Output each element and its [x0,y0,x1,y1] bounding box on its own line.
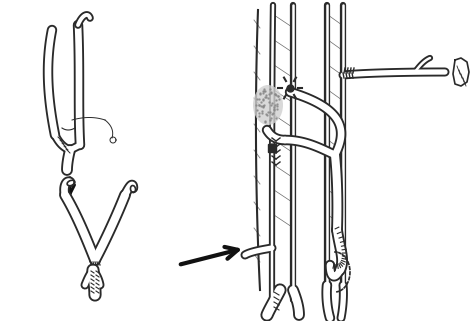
Polygon shape [453,58,469,86]
Ellipse shape [253,85,283,125]
